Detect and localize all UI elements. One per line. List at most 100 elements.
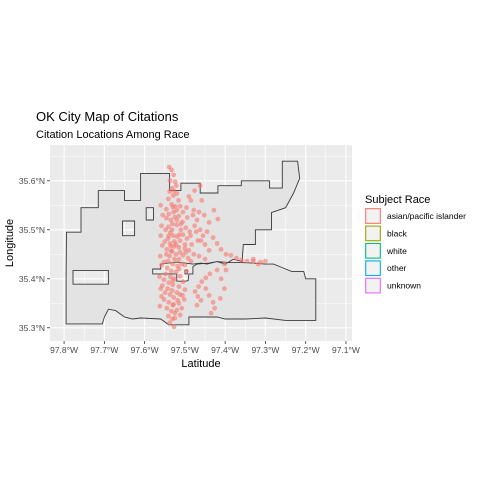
citation-point <box>263 259 268 264</box>
citation-point <box>169 249 174 254</box>
citation-point <box>187 229 192 234</box>
y-tick-label: 35.3°N <box>19 323 45 333</box>
citation-point <box>184 269 189 274</box>
y-tick-label: 35.5°N <box>19 225 45 235</box>
citation-point <box>222 262 227 267</box>
citation-point <box>256 262 261 267</box>
citation-point <box>169 269 174 274</box>
x-tick-label: 97.5°W <box>171 345 199 355</box>
citation-point <box>215 268 220 273</box>
citation-point <box>158 304 163 309</box>
chart-title: OK City Map of Citations <box>36 109 179 124</box>
x-tick-label: 97.8°W <box>50 345 78 355</box>
legend-key-background <box>365 208 381 224</box>
citation-point <box>181 279 186 284</box>
y-axis-label: Longitude <box>4 219 16 267</box>
citation-point <box>211 235 216 240</box>
citation-point <box>197 210 202 215</box>
citation-point <box>199 279 204 284</box>
citation-point <box>180 293 185 298</box>
citation-point <box>199 198 204 203</box>
citation-point <box>163 290 168 295</box>
citation-point <box>207 293 212 298</box>
citation-point <box>179 222 184 227</box>
citation-point <box>203 286 208 291</box>
citation-point <box>245 259 250 264</box>
citation-point <box>178 274 183 279</box>
citation-point <box>175 298 180 303</box>
citation-point <box>207 220 212 225</box>
citation-point <box>203 257 208 262</box>
citation-point <box>164 207 169 212</box>
citation-point <box>158 286 163 291</box>
citation-point <box>193 289 198 294</box>
citation-point <box>212 306 217 311</box>
citation-point <box>174 183 179 188</box>
citation-point <box>168 244 173 249</box>
citation-point <box>171 302 176 307</box>
citation-point <box>178 250 183 255</box>
citation-point <box>158 203 163 208</box>
citation-point <box>177 267 182 272</box>
legend-entry-label: other <box>387 263 407 273</box>
citation-point <box>195 303 200 308</box>
citation-point <box>208 272 213 277</box>
citation-point <box>167 321 172 326</box>
citation-point <box>251 257 256 262</box>
x-tick-label: 97.3°W <box>251 345 279 355</box>
citation-point <box>166 314 171 319</box>
citation-point <box>158 233 163 238</box>
x-tick-label: 97.7°W <box>90 345 118 355</box>
citation-point <box>184 205 189 210</box>
legend-key-background <box>365 278 381 294</box>
citation-point <box>199 238 204 243</box>
legend-title: Subject Race <box>365 194 430 206</box>
citation-point <box>186 256 191 261</box>
x-tick-label: 97.4°W <box>211 345 239 355</box>
citation-point <box>179 306 184 311</box>
citation-point <box>215 241 220 246</box>
legend: Subject Race asian/pacific islander black… <box>365 194 466 294</box>
citation-point <box>219 247 224 252</box>
citation-point <box>176 198 181 203</box>
citation-point <box>169 168 174 173</box>
citation-point <box>224 252 229 257</box>
legend-entry-label: asian/pacific islander <box>387 211 466 221</box>
citation-point <box>195 294 200 299</box>
citation-point <box>162 260 167 265</box>
chart-subtitle: Citation Locations Among Race <box>36 129 189 141</box>
citation-point <box>164 306 169 311</box>
citation-point <box>166 233 171 238</box>
citation-point <box>194 229 199 234</box>
citation-point <box>205 229 210 234</box>
citation-point <box>211 300 216 305</box>
citation-point <box>172 316 177 321</box>
citation-point <box>174 308 179 313</box>
x-axis-label: Latitude <box>181 358 220 370</box>
citation-point <box>163 227 168 232</box>
citation-point <box>171 233 176 238</box>
legend-entries: asian/pacific islander black white other unk… <box>365 208 466 294</box>
x-tick-label: 97.1°W <box>332 345 360 355</box>
citation-point <box>197 254 202 259</box>
citation-point <box>177 232 182 237</box>
citation-point <box>171 173 176 178</box>
y-axis-ticks: 35.3°N 35.4°N 35.5°N 35.6°N <box>19 176 50 333</box>
citation-point <box>185 215 190 220</box>
citation-point <box>188 233 193 238</box>
citation-point <box>159 294 164 299</box>
citation-point <box>178 238 183 243</box>
citation-point <box>196 284 201 289</box>
citation-point <box>195 218 200 223</box>
citation-point <box>183 287 188 292</box>
citation-point <box>178 204 183 209</box>
citation-point <box>165 266 170 271</box>
citation-point <box>167 189 172 194</box>
citation-point <box>177 257 182 262</box>
legend-entry-label: black <box>387 228 408 238</box>
citation-point <box>172 188 177 193</box>
citation-point <box>189 242 194 247</box>
citation-point <box>201 233 206 238</box>
citation-point <box>219 276 224 281</box>
citation-point <box>158 254 163 259</box>
